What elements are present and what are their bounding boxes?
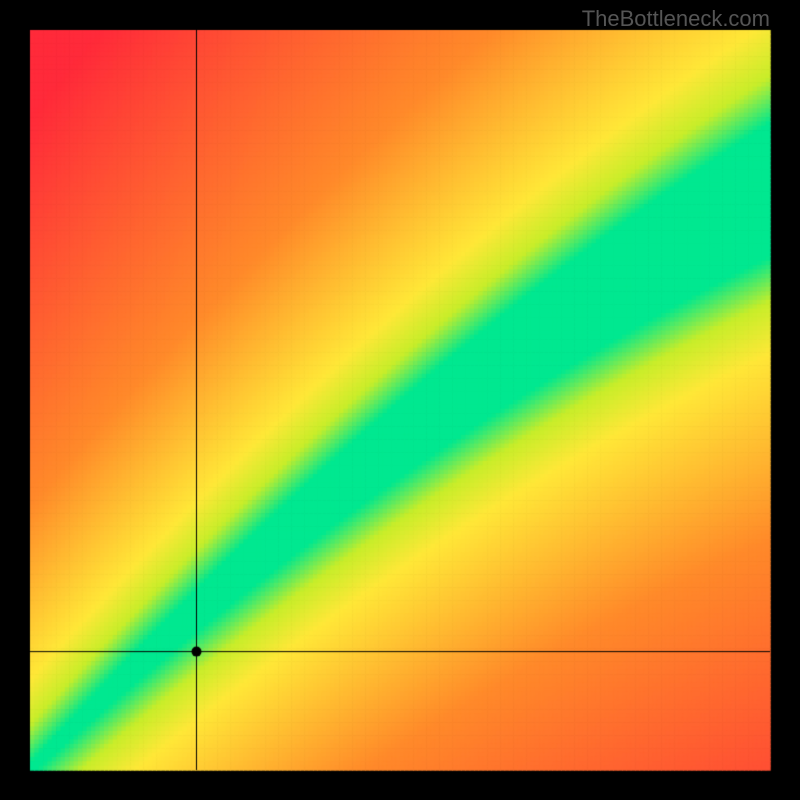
chart-container: TheBottleneck.com xyxy=(0,0,800,800)
watermark-text: TheBottleneck.com xyxy=(582,6,770,32)
bottleneck-heatmap-canvas xyxy=(0,0,800,800)
